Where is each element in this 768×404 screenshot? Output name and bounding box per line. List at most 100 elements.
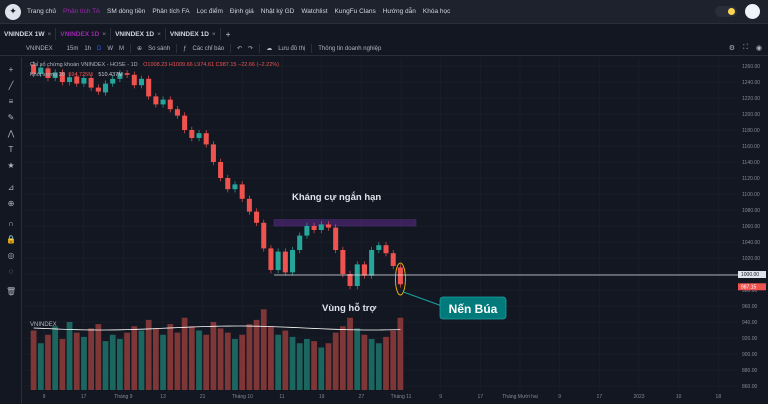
close-icon[interactable]: ×	[211, 30, 216, 38]
interval-1h[interactable]: 1h	[84, 45, 92, 52]
price-badge-last-text: 987.15	[741, 284, 757, 290]
candle-body	[333, 227, 339, 250]
settings-icon[interactable]: ⚙	[728, 45, 735, 52]
volume-ma	[33, 325, 401, 331]
trend-line-icon[interactable]: ╱	[8, 81, 14, 90]
candle-body	[325, 224, 331, 228]
toolbar-right: ⚙ ⛶ ◉	[729, 44, 762, 52]
candle-body	[239, 184, 245, 199]
candle-body	[45, 68, 51, 78]
compare-button[interactable]: So sánh	[148, 45, 171, 52]
nav-menu: Trang chủ Phân tích TA SM dòng tiền Phân tí…	[27, 8, 457, 15]
volume-bar	[109, 334, 116, 390]
eye-icon[interactable]: ◎	[7, 251, 15, 260]
close-icon[interactable]: ×	[102, 30, 107, 38]
nav-item[interactable]: Hướng dẫn	[382, 8, 416, 15]
price-badge-current-text: 1000.00	[741, 272, 759, 278]
volume-ma: 510.437M	[98, 72, 123, 78]
candle-body	[103, 83, 109, 93]
nav-item[interactable]: Phân tích TA	[63, 8, 101, 15]
x-tick-label: 18	[716, 394, 722, 400]
nav-item[interactable]: Trang chủ	[27, 8, 57, 15]
fullscreen-icon[interactable]: ⛶	[742, 44, 748, 51]
volume-bar	[81, 336, 87, 390]
volume-bar	[181, 317, 188, 390]
nav-item[interactable]: Lọc điểm	[196, 8, 223, 15]
chart-tab[interactable]: VNINDEX 1D ×	[111, 28, 166, 40]
ruler-icon[interactable]: ⊿	[7, 183, 15, 192]
nav-item[interactable]: KungFu Clans	[334, 8, 376, 15]
candle-body	[225, 178, 231, 190]
volume-bar	[73, 332, 80, 390]
nav-item[interactable]: Định giá	[229, 8, 254, 15]
volume-bar	[361, 334, 368, 390]
volume-bar	[390, 330, 397, 390]
magnet-icon[interactable]: ∩	[8, 219, 14, 228]
theme-toggle[interactable]	[715, 6, 737, 17]
lock-icon[interactable]: 🔒	[6, 235, 16, 244]
fib-icon[interactable]: ≡	[8, 97, 14, 106]
volume-pane-symbol: VNINDEX	[30, 322, 57, 328]
legend-high: H1009.66	[168, 62, 193, 68]
close-icon[interactable]: ×	[47, 30, 52, 38]
interval-15m[interactable]: 15m	[66, 45, 79, 52]
brush-icon[interactable]: ✎	[7, 113, 15, 122]
candle-body	[311, 226, 317, 230]
candle-body	[290, 250, 296, 273]
avatar[interactable]	[745, 4, 760, 19]
chart-tab[interactable]: VNINDEX 1D ×	[166, 28, 221, 40]
volume-bar	[347, 317, 353, 390]
chart-tab[interactable]: VNINDEX 1D ×	[56, 28, 112, 40]
hide-icon[interactable]: ◌	[8, 267, 14, 276]
interval-W[interactable]: W	[107, 45, 114, 52]
chart-tabs: VNINDEX 1W × VNINDEX 1D × VNINDEX 1D × VNINDEX…	[0, 28, 768, 40]
chart-tab[interactable]: VNINDEX 1W ×	[0, 28, 57, 40]
symbol-search[interactable]: VNINDEX	[26, 45, 53, 52]
logo[interactable]: ✦	[5, 3, 21, 20]
zoom-icon[interactable]: ⊕	[7, 199, 15, 208]
candle-body	[282, 251, 288, 273]
nav-item[interactable]: Phân tích FA	[152, 8, 190, 15]
close-icon[interactable]: ×	[157, 30, 161, 38]
divider	[130, 44, 132, 53]
company-info-button[interactable]: Thông tin doanh nghiệp	[318, 45, 382, 52]
trash-icon[interactable]: 🗑	[6, 287, 17, 296]
interval-M[interactable]: M	[119, 45, 125, 52]
candle-body	[124, 73, 130, 75]
nav-item[interactable]: Khóa học	[422, 8, 451, 15]
text-icon[interactable]: T	[8, 145, 14, 154]
resistance-label: Kháng cự ngắn hạn	[292, 191, 381, 203]
save-layout-button[interactable]: Lưu đồ thị	[278, 45, 306, 52]
resistance-zone-rect	[273, 219, 417, 227]
pattern-icon[interactable]: ⋀	[7, 129, 15, 138]
candle-body	[59, 72, 65, 82]
candle-body	[347, 274, 353, 286]
crosshair-icon[interactable]: +	[8, 65, 14, 74]
y-tick-label: 1100.00	[742, 192, 760, 198]
volume-value: 594.725M	[68, 72, 93, 78]
star-icon[interactable]: ★	[7, 161, 15, 170]
nav-item[interactable]: Nhật ký GD	[260, 8, 295, 15]
undo-icon[interactable]: ↶	[237, 46, 243, 52]
y-tick-label: 1140.00	[742, 160, 760, 166]
interval-D[interactable]: D	[97, 45, 102, 52]
volume-bar	[224, 332, 231, 390]
volume-bar	[59, 339, 66, 390]
volume-bar	[117, 339, 123, 390]
y-tick-label: 1200.00	[742, 112, 760, 118]
nav-item[interactable]: SM dòng tiền	[107, 8, 146, 15]
volume-bar	[339, 326, 346, 390]
volume-bar	[253, 319, 260, 390]
y-tick-label: 1160.00	[742, 144, 760, 150]
y-tick-label: 1020.00	[742, 256, 760, 262]
hammer-highlight	[394, 262, 406, 296]
nav-item[interactable]: Watchlist	[301, 8, 328, 15]
snapshot-icon[interactable]: ◉	[755, 45, 762, 52]
candle-body	[268, 248, 274, 270]
price-axis: 1260.00 1240.00 1220.00 1200.00 1180.00 1160.…	[738, 64, 766, 390]
indicators-button[interactable]: Các chỉ báo	[192, 45, 225, 52]
add-tab-button[interactable]: +	[225, 29, 231, 39]
candle-body	[117, 73, 123, 79]
redo-icon[interactable]: ↷	[248, 46, 254, 52]
